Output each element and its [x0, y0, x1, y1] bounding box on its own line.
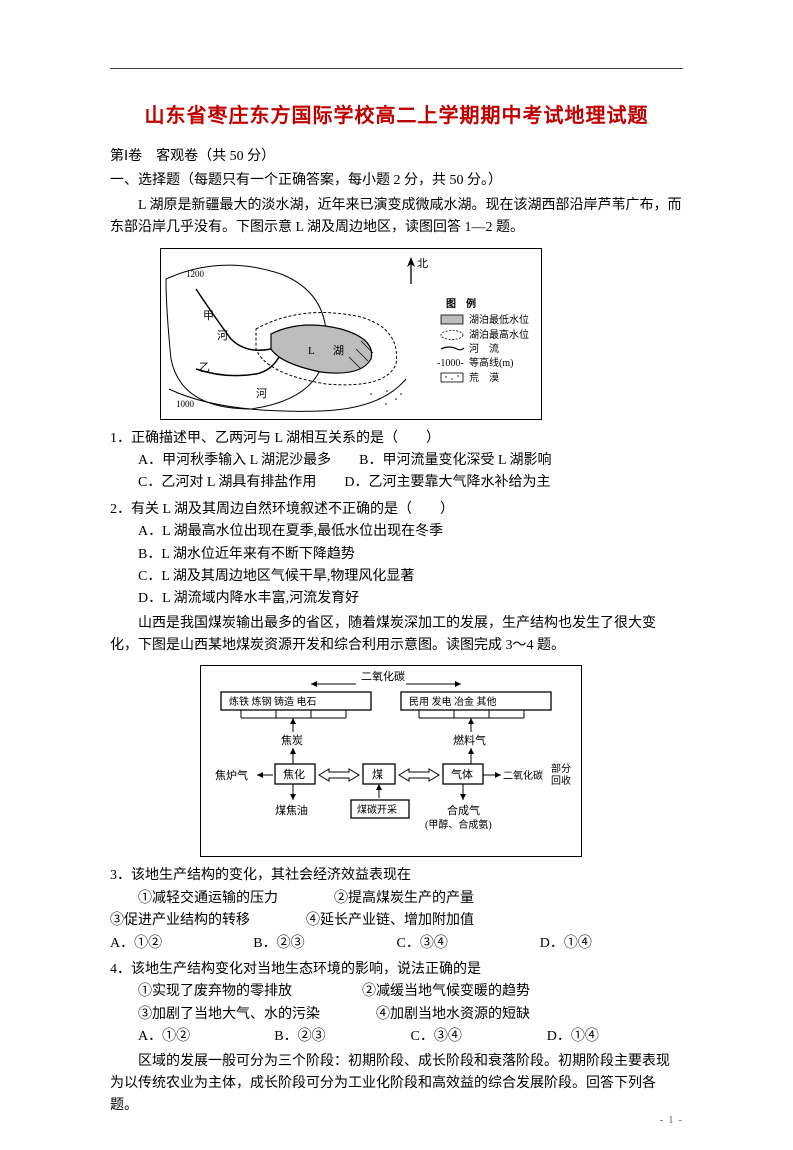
- coke-label: 焦炭: [281, 734, 303, 747]
- fuelgas-label: 燃料气: [453, 733, 486, 747]
- part-header: 第Ⅰ卷 客观卷（共 50 分）: [110, 146, 683, 168]
- legend-contour-sample: -1000-: [437, 358, 464, 369]
- legend-item-1: 湖泊最高水位: [469, 328, 529, 341]
- double-arrow-left-icon: [319, 769, 359, 781]
- exam-title: 山东省枣庄东方国际学校高二上学期期中考试地理试题: [110, 100, 683, 132]
- coke-oven-gas: 焦炉气: [215, 768, 248, 782]
- q2-options: A．L 湖最高水位出现在夏季,最低水位出现在冬季 B．L 湖水位近年来有不断下降…: [138, 521, 683, 611]
- coking-label: 焦化: [283, 767, 305, 781]
- syngas-note: (甲醇、合成氨): [425, 818, 492, 831]
- q2-a: A．L 湖最高水位出现在夏季,最低水位出现在冬季: [138, 521, 683, 543]
- map-figure: 1200 1000 甲 河 乙 河 L 湖 北: [160, 248, 542, 420]
- q1-a: A．甲河秋季输入 L 湖泥沙最多: [138, 453, 331, 468]
- north-label: 北: [417, 257, 428, 270]
- syngas-label: 合成气: [447, 803, 480, 817]
- coal-label: 煤: [372, 768, 383, 781]
- legend-item-2: 河 流: [469, 342, 499, 355]
- q3-c: C．③④: [397, 933, 540, 955]
- q3-a: A．①②: [110, 933, 253, 955]
- recover-2: 回收: [551, 774, 571, 787]
- q3-b: B．②③: [253, 933, 396, 955]
- q3-options: A．①② B．②③ C．③④ D．①④: [110, 933, 683, 955]
- q4-options: A．①② B．②③ C．③④ D．①④: [138, 1026, 683, 1048]
- intro1: L 湖原是新疆最大的淡水湖，近年来已演变成微咸水湖。现在该湖西部沿岸芦苇广布，而…: [110, 195, 683, 240]
- river-label-2: 河: [256, 387, 267, 400]
- q2-c: C．L 湖及其周边地区气候干旱,物理风化显著: [138, 566, 683, 588]
- q3-s3: ③促进产业结构的转移: [110, 913, 250, 928]
- q3-s1: ①减轻交通运输的压力: [138, 891, 278, 906]
- q4-s1: ①实现了废弃物的零排放: [138, 984, 292, 999]
- q1-b: B．甲河流量变化深受 L 湖影响: [359, 453, 551, 468]
- legend-item-0: 湖泊最低水位: [469, 313, 529, 326]
- legend-item-3: 等高线(m): [469, 356, 513, 369]
- co2-right: 二氧化碳: [503, 769, 543, 782]
- river-label-1: 河: [217, 329, 228, 342]
- q4-s2: ②减缓当地气候变暖的趋势: [362, 984, 530, 999]
- coal-tar: 煤焦油: [275, 803, 308, 817]
- q3-d: D．①④: [540, 933, 683, 955]
- contour-1200: 1200: [186, 269, 205, 279]
- q2-b: B．L 湖水位近年来有不断下降趋势: [138, 544, 683, 566]
- co2-top: 二氧化碳: [361, 669, 405, 683]
- q4-c: C．③④: [411, 1026, 547, 1048]
- q3-s4: ④延长产业链、增加附加值: [306, 913, 474, 928]
- q2-d: D．L 湖流域内降水丰富,河流发育好: [138, 588, 683, 610]
- legend-title: 图 例: [446, 297, 476, 310]
- mining-label: 煤碳开采: [357, 803, 397, 816]
- q4-b: B．②③: [274, 1026, 410, 1048]
- row1-left: 炼铁 炼钢 铸造 电石: [229, 695, 317, 708]
- q1-d: D．乙河主要靠大气降水补给为主: [344, 475, 550, 490]
- north-arrow-icon: 北: [407, 257, 428, 284]
- coal-diagram: 二氧化碳 炼铁 炼钢 铸造 电石 民用 发电 冶金 其他 焦炭 燃料气 焦炉气 …: [200, 665, 582, 857]
- lake-hu: 湖: [333, 344, 344, 357]
- double-arrow-right-icon: [399, 769, 439, 781]
- q2-stem: 2．有关 L 湖及其周边自然环境叙述不正确的是（ ）: [110, 499, 683, 521]
- q3-stem: 3．该地生产结构的变化，其社会经济效益表现在: [110, 865, 683, 887]
- lake-l: L: [308, 345, 315, 357]
- q3-s2: ②提高煤炭生产的产量: [334, 891, 474, 906]
- q1-options: A．甲河秋季输入 L 湖泥沙最多 B．甲河流量变化深受 L 湖影响 C．乙河对 …: [138, 450, 683, 495]
- intro2: 山西是我国煤炭输出最多的省区，随着煤炭深加工的发展，生产结构也发生了很大变化，下…: [110, 613, 683, 658]
- recover-1: 部分: [551, 762, 571, 775]
- gas-body-label: 气体: [451, 767, 473, 781]
- river-a-label: 甲: [203, 310, 214, 322]
- q4-statements: ①实现了废弃物的零排放 ②减缓当地气候变暖的趋势 ③加剧了当地大气、水的污染 ④…: [138, 981, 683, 1026]
- q1-stem: 1．正确描述甲、乙两河与 L 湖相互关系的是（ ）: [110, 428, 683, 450]
- desert-dots: [370, 390, 402, 405]
- section1-header: 一、选择题（每题只有一个正确答案，每小题 2 分，共 50 分。）: [110, 170, 683, 192]
- q4-a: A．①②: [138, 1026, 274, 1048]
- contour-1000: 1000: [176, 399, 195, 409]
- header-rule: [110, 68, 683, 69]
- intro3: 区域的发展一般可分为三个阶段：初期阶段、成长阶段和衰落阶段。初期阶段主要表现为以…: [110, 1051, 683, 1118]
- q4-d: D．①④: [547, 1026, 683, 1048]
- q4-stem: 4．该地生产结构变化对当地生态环境的影响，说法正确的是: [110, 959, 683, 981]
- map-legend: 图 例 湖泊最低水位 湖泊最高水位 河 流 -1000- 等高线(m) 荒 漠: [437, 297, 529, 384]
- page-number: - 1 -: [660, 1112, 683, 1130]
- river-b-label: 乙: [199, 361, 210, 374]
- page: 山东省枣庄东方国际学校高二上学期期中考试地理试题 第Ⅰ卷 客观卷（共 50 分）…: [0, 0, 793, 1150]
- legend-item-4: 荒 漠: [469, 372, 499, 384]
- q4-s4: ④加剧当地水资源的短缺: [376, 1007, 530, 1022]
- q4-s3: ③加剧了当地大气、水的污染: [138, 1007, 320, 1022]
- row1-right: 民用 发电 冶金 其他: [409, 695, 497, 708]
- q1-c: C．乙河对 L 湖具有排盐作用: [138, 475, 316, 490]
